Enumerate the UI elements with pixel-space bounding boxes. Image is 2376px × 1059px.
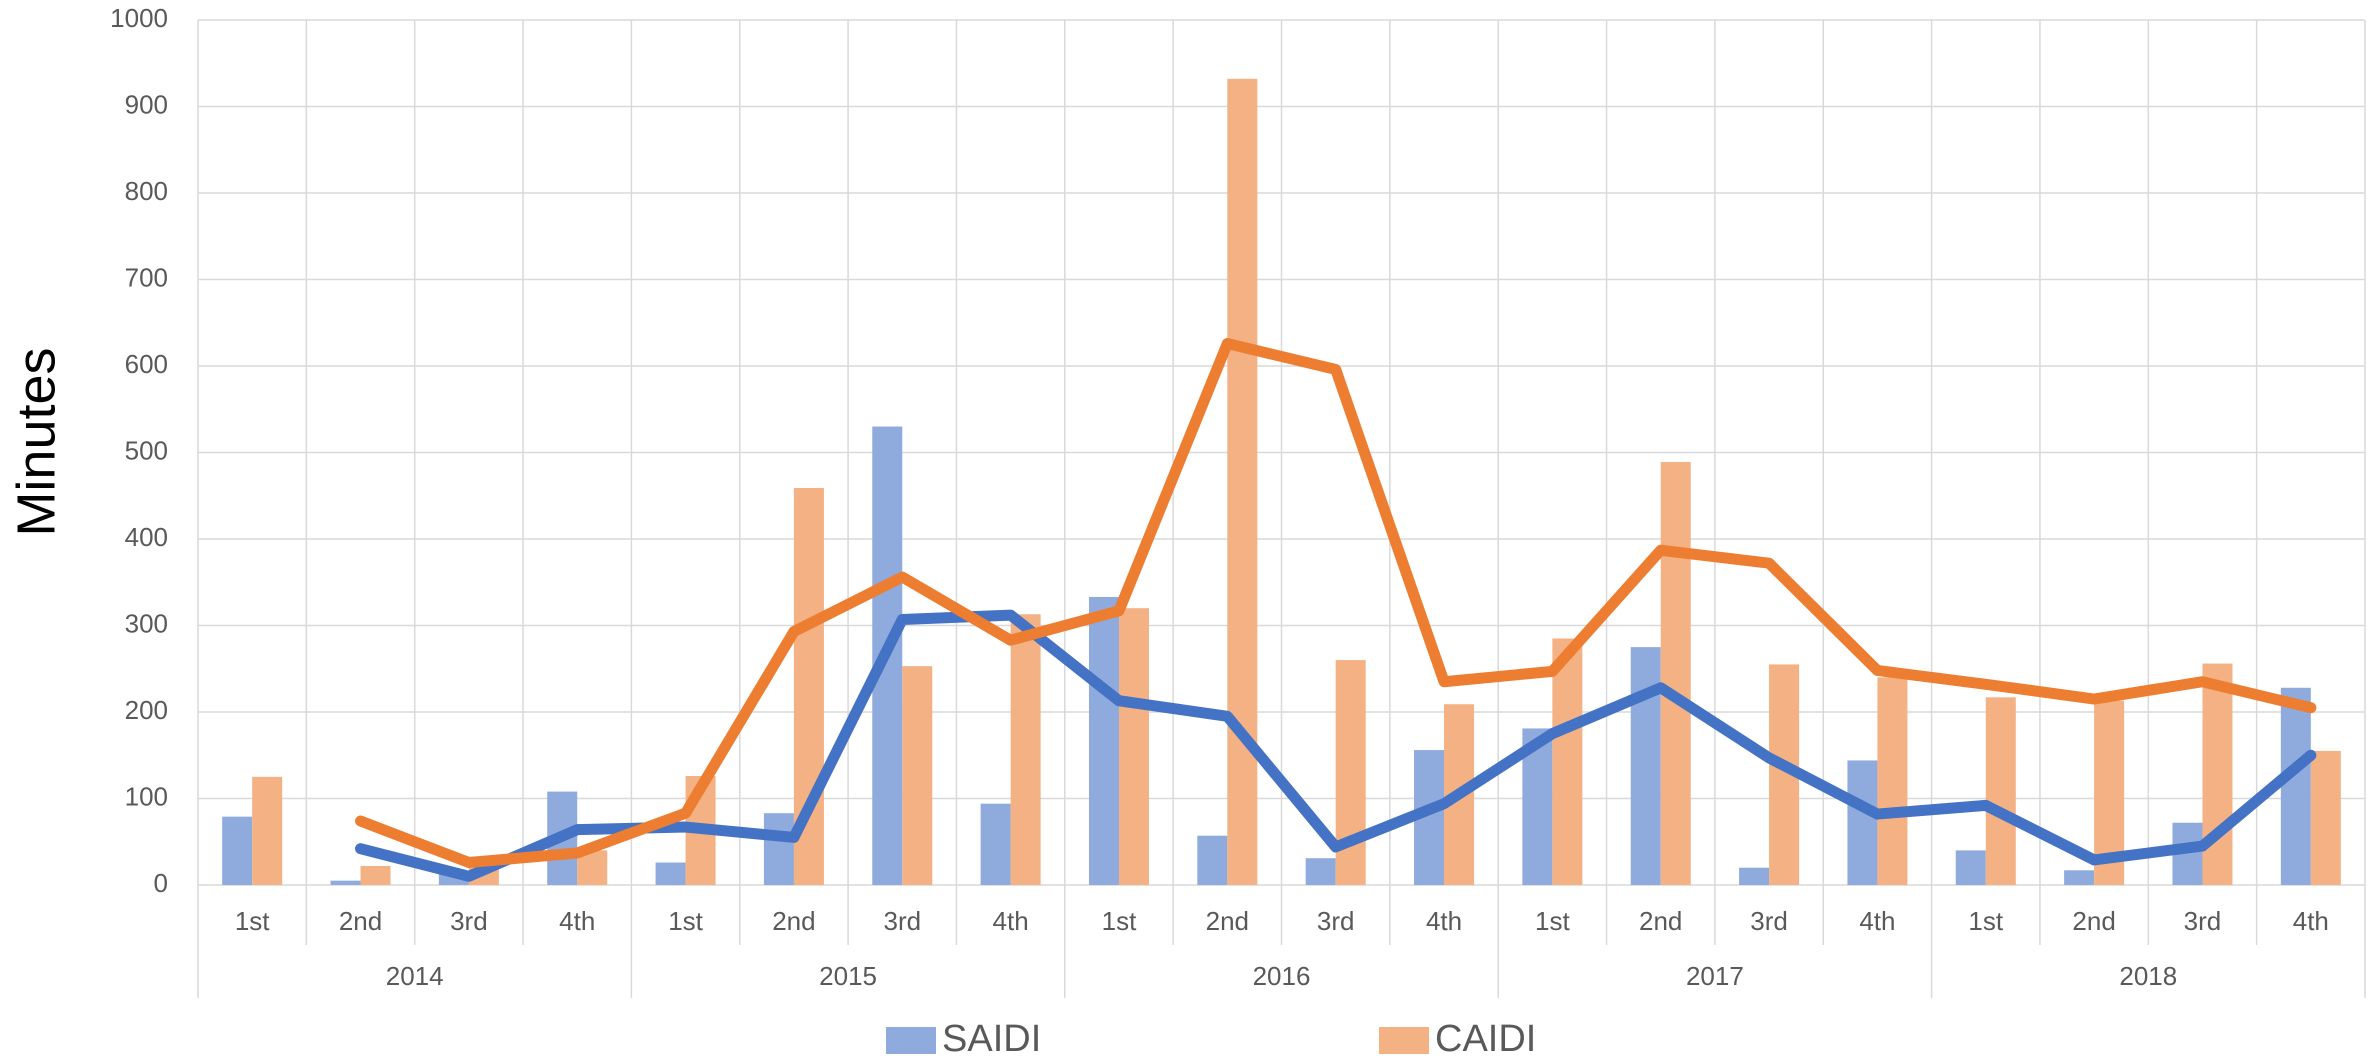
x-group-label: 2015 (819, 961, 877, 991)
bar (1227, 78, 1258, 885)
y-tick-label: 500 (125, 435, 168, 465)
x-group-label: 2014 (386, 961, 444, 991)
x-tick-label: 3rd (450, 906, 488, 936)
bar (1739, 867, 1770, 885)
bar (763, 813, 794, 885)
bar (1088, 596, 1119, 885)
y-tick-label: 0 (154, 868, 168, 898)
y-tick-label: 700 (125, 262, 168, 292)
bar (1335, 660, 1366, 885)
bar (1197, 835, 1228, 885)
bar (1552, 638, 1583, 885)
x-tick-label: 4th (993, 906, 1029, 936)
x-tick-label: 4th (2293, 906, 2329, 936)
bar (1847, 760, 1878, 885)
x-group-label: 2017 (1686, 961, 1744, 991)
y-tick-label: 900 (125, 89, 168, 119)
bar (1660, 462, 1691, 885)
bar (1010, 614, 1041, 885)
y-tick-label: 300 (125, 608, 168, 638)
x-tick-label: 1st (1968, 906, 2003, 936)
bar (980, 803, 1011, 885)
x-tick-label: 1st (235, 906, 270, 936)
x-tick-label: 3rd (2184, 906, 2222, 936)
x-tick-label: 2nd (339, 906, 382, 936)
y-tick-label: 1000 (110, 3, 168, 33)
y-tick-label: 400 (125, 522, 168, 552)
x-tick-label: 3rd (883, 906, 921, 936)
trend-line (355, 338, 2317, 869)
bar (655, 862, 686, 885)
x-tick-label: 4th (559, 906, 595, 936)
bar (1985, 697, 2016, 885)
bar (2202, 663, 2233, 885)
trend-line (355, 609, 2317, 882)
bar (252, 776, 283, 885)
y-tick-label: 800 (125, 176, 168, 206)
x-tick-label: 1st (1535, 906, 1570, 936)
x-tick-label: 4th (1859, 906, 1895, 936)
y-tick-label: 200 (125, 695, 168, 725)
x-tick-label: 2nd (2072, 906, 2115, 936)
x-group-label: 2016 (1253, 961, 1311, 991)
bar (1305, 858, 1336, 885)
x-tick-label: 4th (1426, 906, 1462, 936)
y-axis-title: Minutes (6, 347, 66, 536)
bar (1955, 850, 1986, 885)
x-tick-label: 3rd (1317, 906, 1355, 936)
bar (222, 816, 253, 885)
bar (902, 666, 933, 885)
bar (2064, 870, 2095, 885)
bar (1877, 677, 1908, 885)
legend-swatch (1379, 1027, 1429, 1054)
legend-swatch (886, 1027, 936, 1054)
y-tick-label: 600 (125, 349, 168, 379)
bar (2310, 750, 2341, 885)
y-tick-label: 100 (125, 781, 168, 811)
bar (2280, 687, 2311, 885)
x-tick-label: 1st (1102, 906, 1137, 936)
legend-label: CAIDI (1435, 1018, 1536, 1059)
bar (1118, 608, 1149, 885)
x-group-label: 2018 (2119, 961, 2177, 991)
bar (360, 865, 391, 885)
bar (1630, 647, 1661, 885)
bar (330, 880, 361, 885)
x-tick-label: 3rd (1750, 906, 1788, 936)
legend-label: SAIDI (942, 1018, 1041, 1059)
x-tick-label: 2nd (772, 906, 815, 936)
x-tick-label: 2nd (1639, 906, 1682, 936)
x-tick-label: 1st (668, 906, 703, 936)
x-tick-label: 2nd (1206, 906, 1249, 936)
